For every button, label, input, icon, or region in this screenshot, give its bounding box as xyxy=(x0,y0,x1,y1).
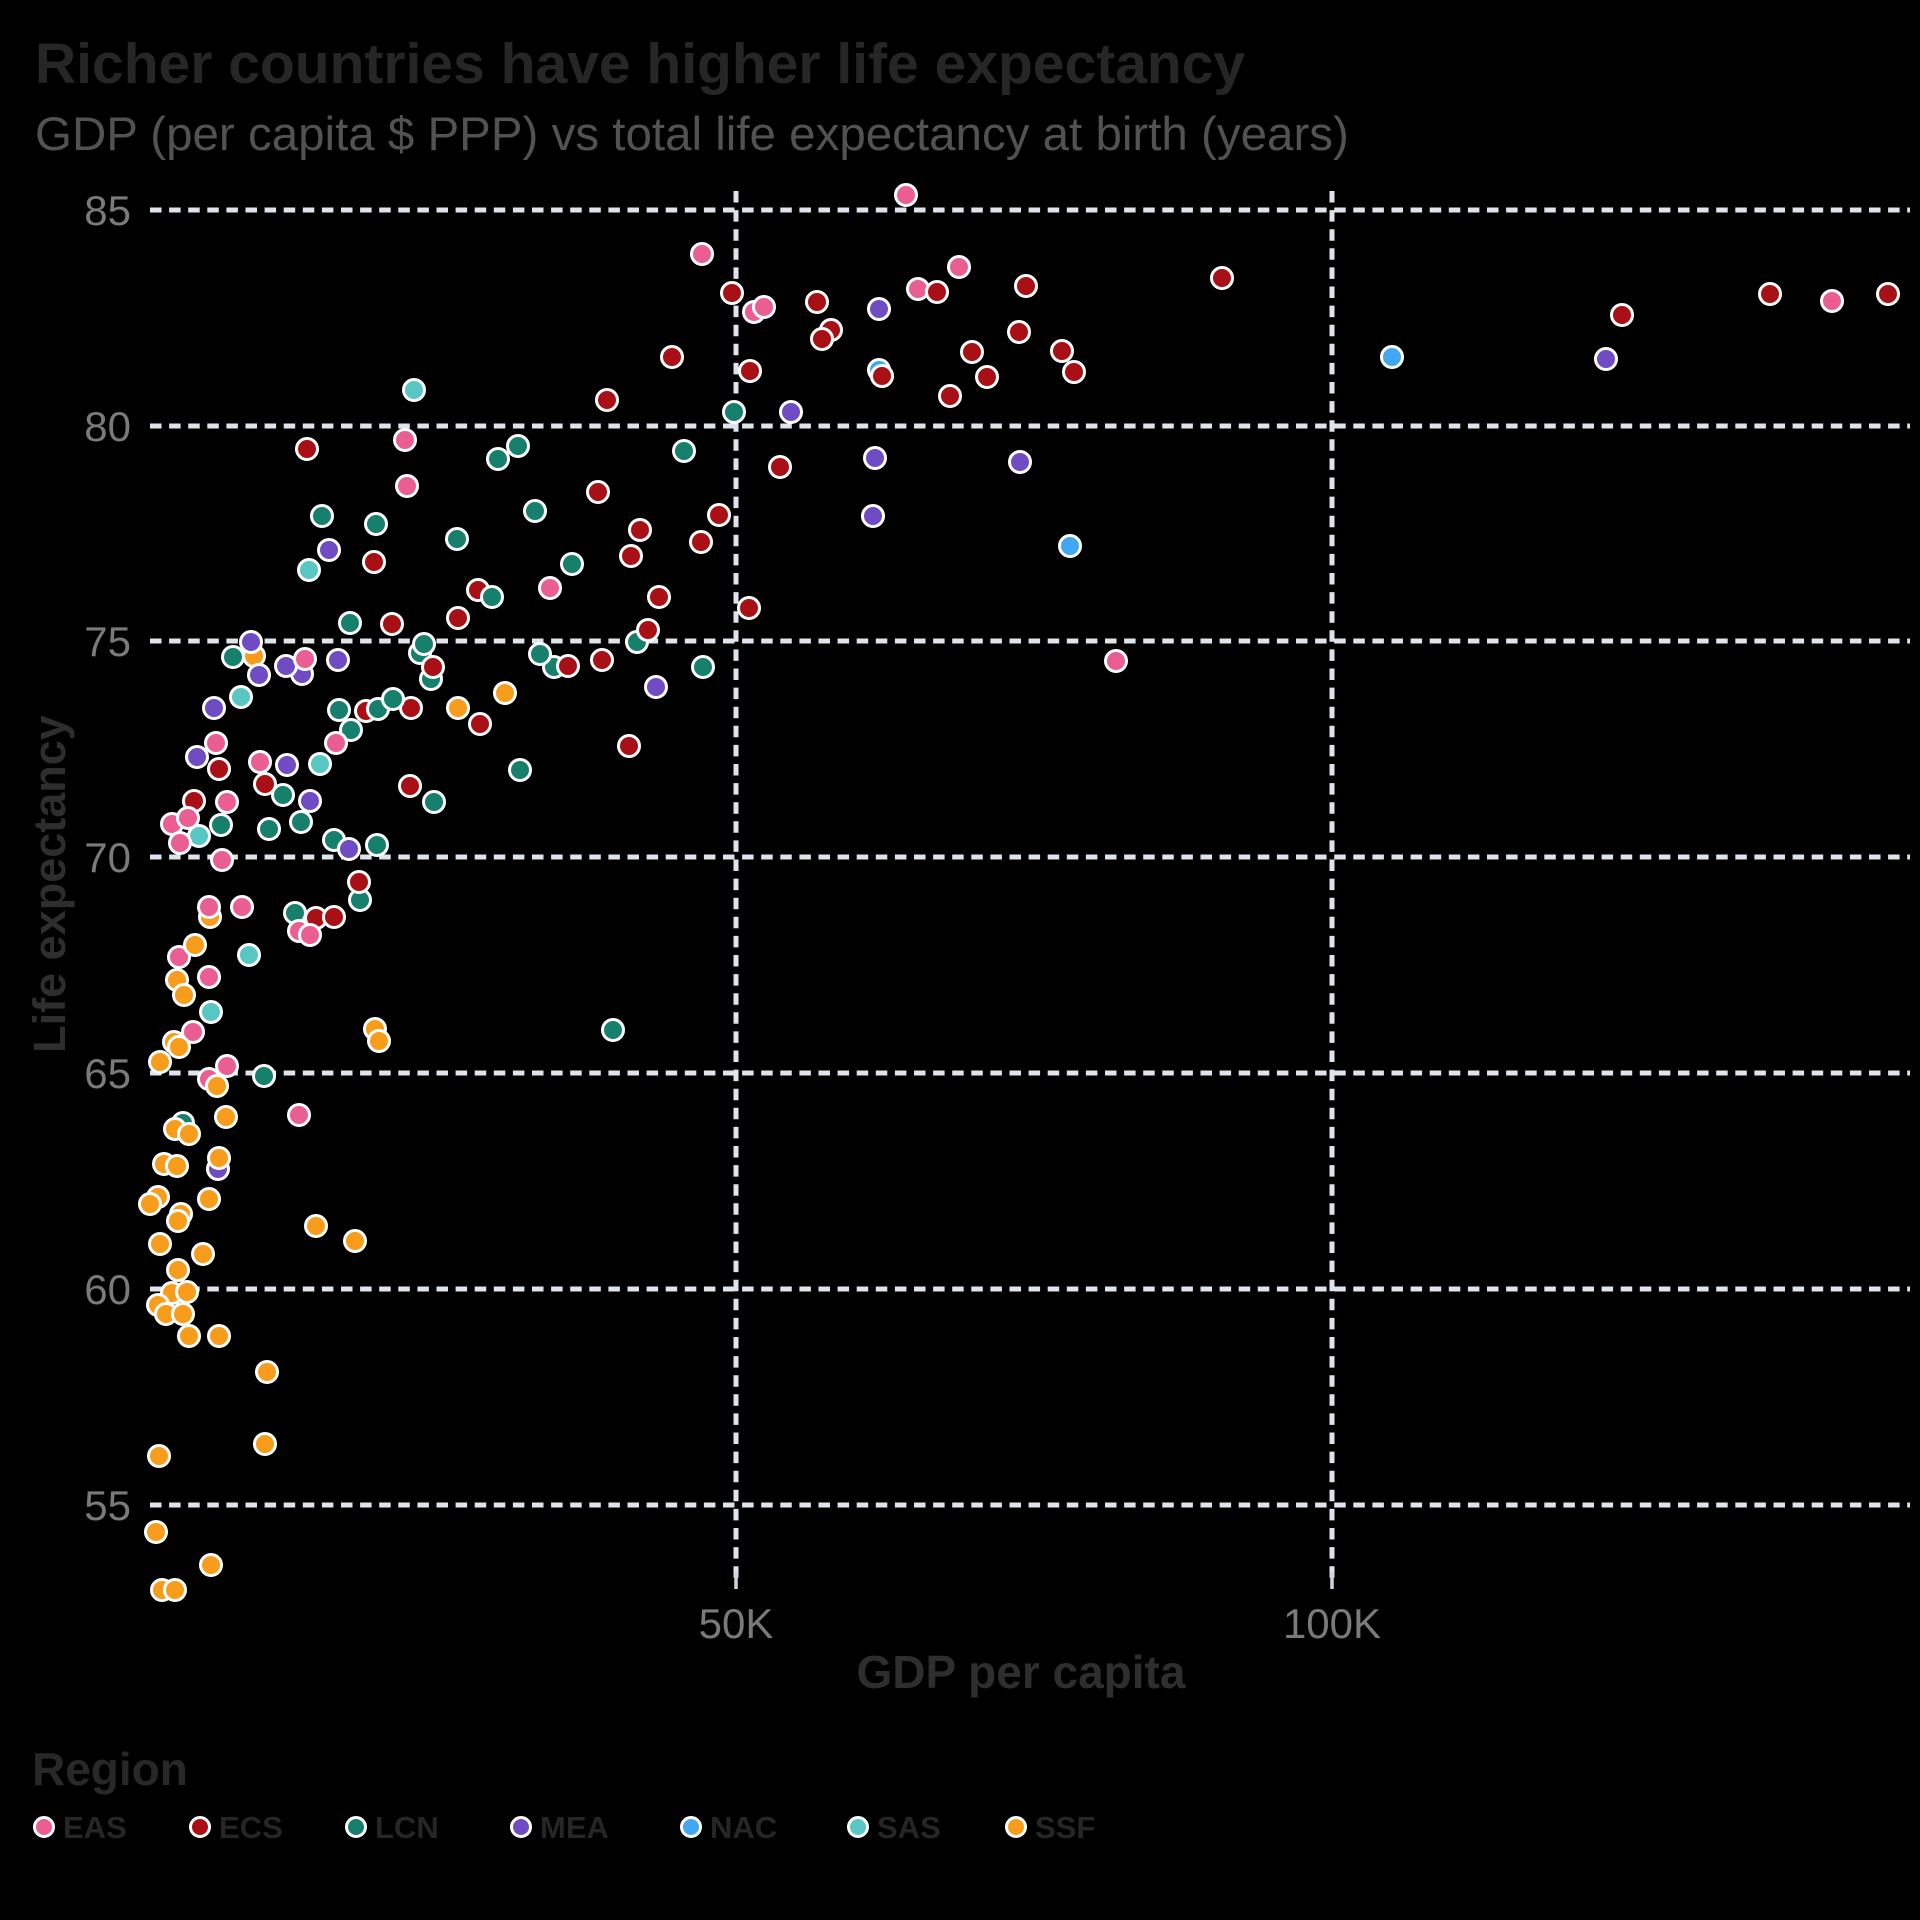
svg-text:Region: Region xyxy=(32,1743,188,1795)
svg-text:ECS: ECS xyxy=(219,1810,283,1845)
svg-text:60: 60 xyxy=(84,1266,131,1313)
svg-text:Richer countries have higher l: Richer countries have higher life expect… xyxy=(35,32,1245,96)
svg-text:NAC: NAC xyxy=(710,1810,777,1845)
svg-text:70: 70 xyxy=(84,834,131,881)
svg-text:55: 55 xyxy=(84,1482,131,1529)
svg-text:50K: 50K xyxy=(699,1600,774,1647)
svg-text:GDP (per capita $ PPP) vs tota: GDP (per capita $ PPP) vs total life exp… xyxy=(35,108,1349,161)
svg-text:EAS: EAS xyxy=(63,1810,127,1845)
svg-text:MEA: MEA xyxy=(540,1810,609,1845)
svg-text:65: 65 xyxy=(84,1050,131,1097)
svg-text:80: 80 xyxy=(84,403,131,450)
svg-text:75: 75 xyxy=(84,618,131,665)
svg-text:SAS: SAS xyxy=(877,1810,941,1845)
svg-text:100K: 100K xyxy=(1283,1600,1381,1647)
svg-text:85: 85 xyxy=(84,187,131,234)
svg-text:SSF: SSF xyxy=(1035,1810,1095,1845)
svg-text:GDP per capita: GDP per capita xyxy=(857,1646,1186,1698)
svg-text:Life expectancy: Life expectancy xyxy=(24,715,75,1053)
svg-text:LCN: LCN xyxy=(375,1810,439,1845)
